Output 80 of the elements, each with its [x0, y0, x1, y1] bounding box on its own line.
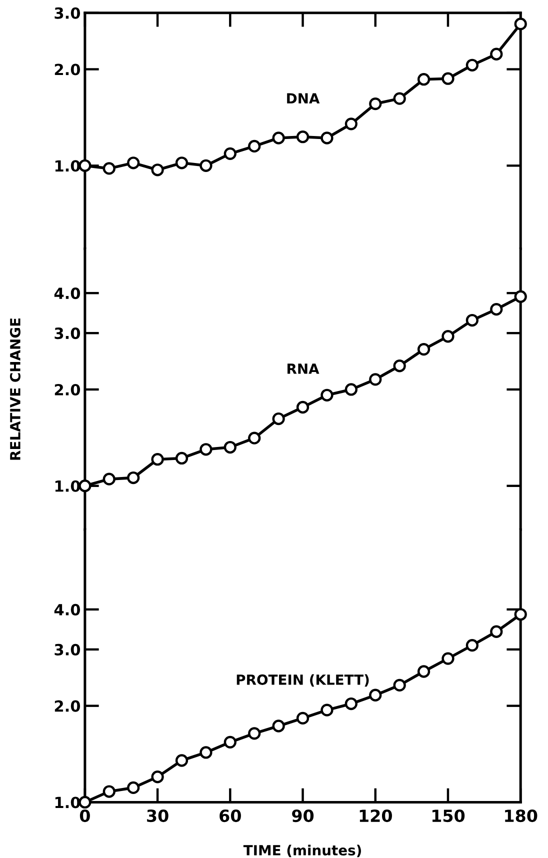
point: [175, 754, 188, 767]
point: [369, 97, 382, 110]
y-tick-label: 2.0: [54, 384, 80, 396]
point: [296, 400, 310, 414]
point: [466, 58, 479, 72]
point: [417, 342, 430, 356]
x-tick-label: 60: [220, 809, 241, 822]
x-axis-title: TIME (minutes): [243, 844, 361, 858]
series-label: PROTEIN (KLETT): [236, 674, 369, 687]
y-tick-label: 4.0: [54, 604, 80, 616]
y-axis-title: RELATIVE CHANGE: [10, 318, 20, 460]
point: [296, 130, 310, 144]
x-tick-label: 30: [147, 809, 168, 822]
point: [320, 704, 334, 716]
point: [175, 452, 188, 465]
text: DNA: [287, 93, 320, 104]
point: [466, 639, 479, 652]
point: [175, 156, 188, 170]
point: [442, 652, 454, 665]
y-tick-label: 3.0: [54, 7, 80, 19]
point: [200, 746, 212, 759]
point: [272, 412, 285, 426]
point: [102, 162, 116, 175]
point: [248, 432, 261, 444]
point: [200, 443, 212, 456]
point: [78, 480, 92, 492]
y-tick-label: 2.0: [54, 700, 80, 712]
y-tick-label: 2.0: [54, 64, 80, 76]
point: [296, 712, 310, 725]
point: [466, 314, 479, 327]
point: [151, 453, 164, 466]
x-tick-label: 120: [360, 809, 392, 822]
point: [393, 92, 406, 105]
point: [490, 48, 503, 60]
x-tick-label: 180: [505, 809, 538, 822]
point: [248, 727, 261, 740]
point: [224, 147, 236, 160]
y-tick-label: 1.0: [55, 160, 80, 172]
point: [78, 159, 92, 172]
y-tick-label: 3.0: [54, 328, 80, 340]
point: [127, 156, 140, 170]
point: [78, 796, 92, 809]
point: [200, 159, 212, 172]
point: [127, 471, 140, 484]
y-tick-label: 1.0: [55, 796, 80, 808]
point: [151, 164, 164, 176]
point: [369, 688, 382, 702]
point: [224, 440, 236, 454]
x-tick-label: 0: [80, 809, 90, 822]
y-tick-label: 3.0: [54, 644, 80, 656]
point: [320, 388, 334, 402]
point: [344, 383, 358, 396]
point: [393, 678, 406, 692]
point: [490, 625, 503, 638]
point: [514, 290, 527, 303]
point: [127, 781, 140, 794]
y-tick-label: 4.0: [54, 288, 80, 300]
point: [344, 697, 358, 710]
point: [344, 118, 358, 130]
point: [490, 302, 503, 316]
point: [102, 472, 116, 486]
point: [248, 140, 261, 153]
point: [442, 72, 454, 85]
point: [272, 720, 285, 732]
point: [369, 373, 382, 386]
point: [514, 18, 527, 30]
y-tick-label: 1.0: [55, 480, 80, 492]
point: [417, 73, 430, 86]
x-tick-label: 150: [432, 809, 465, 822]
point: [514, 608, 527, 621]
point: [272, 132, 285, 144]
point: [224, 736, 236, 748]
point: [151, 770, 164, 784]
point: [102, 785, 116, 798]
x-tick-label: 90: [292, 809, 314, 822]
series-label: RNA: [288, 364, 320, 374]
point: [442, 330, 454, 343]
point: [393, 360, 406, 372]
point: [320, 132, 334, 144]
point: [417, 665, 430, 678]
